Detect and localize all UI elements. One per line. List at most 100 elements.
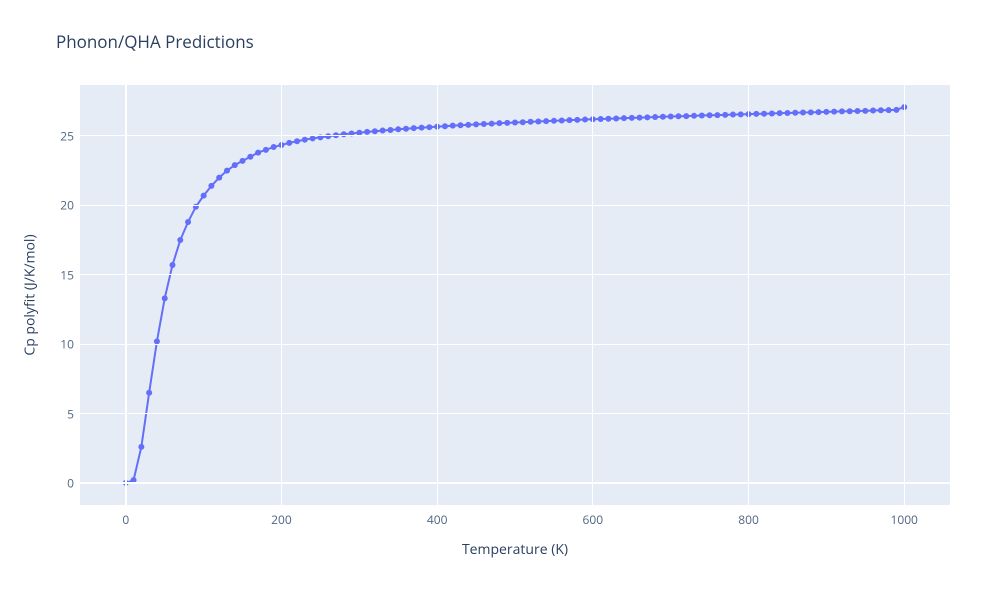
- data-point[interactable]: [481, 121, 487, 127]
- data-point[interactable]: [784, 110, 790, 116]
- data-point[interactable]: [714, 112, 720, 118]
- data-point[interactable]: [761, 111, 767, 117]
- data-point[interactable]: [162, 295, 168, 301]
- data-point[interactable]: [458, 122, 464, 128]
- data-point[interactable]: [224, 168, 230, 174]
- data-point[interactable]: [800, 109, 806, 115]
- y-tick-label: 25: [52, 127, 74, 144]
- data-point[interactable]: [738, 111, 744, 117]
- data-point[interactable]: [185, 219, 191, 225]
- data-point[interactable]: [489, 121, 495, 127]
- data-point[interactable]: [380, 128, 386, 134]
- data-point[interactable]: [816, 109, 822, 115]
- y-axis-label: Cp polyfit (J/K/mol): [21, 234, 40, 355]
- data-point[interactable]: [722, 112, 728, 118]
- data-point[interactable]: [582, 117, 588, 123]
- gridline-h: [80, 205, 950, 206]
- data-point[interactable]: [294, 138, 300, 144]
- y-tick-label: 0: [52, 474, 74, 491]
- data-point[interactable]: [543, 118, 549, 124]
- data-point[interactable]: [551, 118, 557, 124]
- data-point[interactable]: [473, 121, 479, 127]
- y-tick-label: 5: [52, 405, 74, 422]
- data-point[interactable]: [878, 107, 884, 113]
- data-point[interactable]: [660, 114, 666, 120]
- y-tick-label: 20: [52, 197, 74, 214]
- data-point[interactable]: [675, 113, 681, 119]
- data-point[interactable]: [504, 120, 510, 126]
- data-point[interactable]: [146, 390, 152, 396]
- data-point[interactable]: [169, 262, 175, 268]
- data-point[interactable]: [792, 110, 798, 116]
- data-point[interactable]: [730, 112, 736, 118]
- data-point[interactable]: [847, 108, 853, 114]
- data-point[interactable]: [138, 444, 144, 450]
- x-tick-label: 1000: [890, 511, 917, 528]
- data-point[interactable]: [605, 116, 611, 122]
- y-tick-label: 15: [52, 266, 74, 283]
- data-point[interactable]: [707, 112, 713, 118]
- data-point[interactable]: [364, 129, 370, 135]
- zero-line-v: [125, 85, 127, 505]
- data-point[interactable]: [574, 117, 580, 123]
- data-point[interactable]: [598, 116, 604, 122]
- data-point[interactable]: [201, 193, 207, 199]
- data-point[interactable]: [613, 115, 619, 121]
- data-point[interactable]: [520, 119, 526, 125]
- data-point[interactable]: [302, 137, 308, 143]
- data-point[interactable]: [395, 126, 401, 132]
- data-point[interactable]: [691, 113, 697, 119]
- chart-container: Phonon/QHA Predictions Temperature (K) C…: [0, 0, 1000, 600]
- data-point[interactable]: [893, 107, 899, 113]
- data-point[interactable]: [208, 183, 214, 189]
- data-point[interactable]: [808, 109, 814, 115]
- data-point[interactable]: [870, 108, 876, 114]
- gridline-v: [437, 85, 438, 505]
- x-tick-label: 800: [738, 511, 759, 528]
- data-point[interactable]: [403, 126, 409, 132]
- data-point[interactable]: [535, 119, 541, 125]
- data-point[interactable]: [450, 123, 456, 129]
- data-point[interactable]: [855, 108, 861, 114]
- data-point[interactable]: [566, 117, 572, 123]
- data-point[interactable]: [644, 114, 650, 120]
- data-point[interactable]: [263, 147, 269, 153]
- data-point[interactable]: [637, 115, 643, 121]
- data-point[interactable]: [668, 114, 674, 120]
- data-point[interactable]: [559, 118, 565, 124]
- data-point[interactable]: [286, 140, 292, 146]
- gridline-v: [904, 85, 905, 505]
- data-point[interactable]: [621, 115, 627, 121]
- data-point[interactable]: [387, 127, 393, 133]
- data-point[interactable]: [831, 109, 837, 115]
- data-point[interactable]: [528, 119, 534, 125]
- data-point[interactable]: [683, 113, 689, 119]
- data-point[interactable]: [240, 158, 246, 164]
- data-point[interactable]: [232, 162, 238, 168]
- data-point[interactable]: [839, 108, 845, 114]
- zero-line-h: [80, 482, 950, 484]
- gridline-h: [80, 344, 950, 345]
- data-point[interactable]: [465, 122, 471, 128]
- data-point[interactable]: [271, 144, 277, 150]
- data-point[interactable]: [652, 114, 658, 120]
- data-point[interactable]: [419, 125, 425, 131]
- data-point[interactable]: [862, 108, 868, 114]
- data-point[interactable]: [777, 110, 783, 116]
- data-point[interactable]: [823, 109, 829, 115]
- data-point[interactable]: [699, 113, 705, 119]
- data-point[interactable]: [886, 107, 892, 113]
- data-point[interactable]: [496, 120, 502, 126]
- data-point[interactable]: [372, 128, 378, 134]
- data-point[interactable]: [426, 124, 432, 130]
- data-point[interactable]: [629, 115, 635, 121]
- data-point[interactable]: [442, 123, 448, 129]
- data-point[interactable]: [753, 111, 759, 117]
- data-point[interactable]: [177, 237, 183, 243]
- data-point[interactable]: [255, 150, 261, 156]
- data-point[interactable]: [512, 119, 518, 125]
- data-point[interactable]: [216, 175, 222, 181]
- data-point[interactable]: [769, 110, 775, 116]
- data-point[interactable]: [411, 125, 417, 131]
- data-point[interactable]: [247, 154, 253, 160]
